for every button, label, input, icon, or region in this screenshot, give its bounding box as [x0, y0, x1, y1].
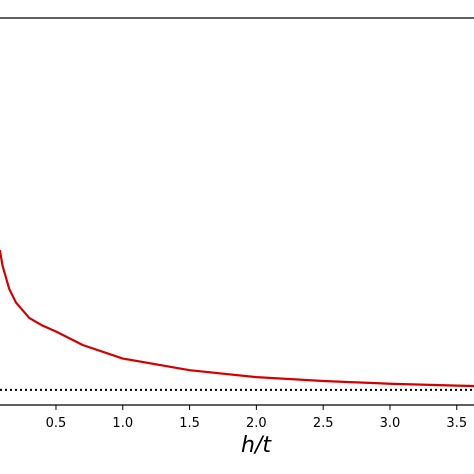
- x-tick-label: 2.5: [313, 416, 334, 431]
- x-tick-label: 0.5: [46, 416, 67, 431]
- x-tick-label: 3.0: [380, 416, 401, 431]
- x-tick-label: 2.0: [246, 416, 267, 431]
- curve: [0, 250, 474, 388]
- x-axis-label: h/t: [241, 433, 272, 458]
- x-tick-label: 1.5: [179, 416, 200, 431]
- x-tick-label: 1.0: [112, 416, 133, 431]
- x-tick-label: 3.5: [446, 416, 467, 431]
